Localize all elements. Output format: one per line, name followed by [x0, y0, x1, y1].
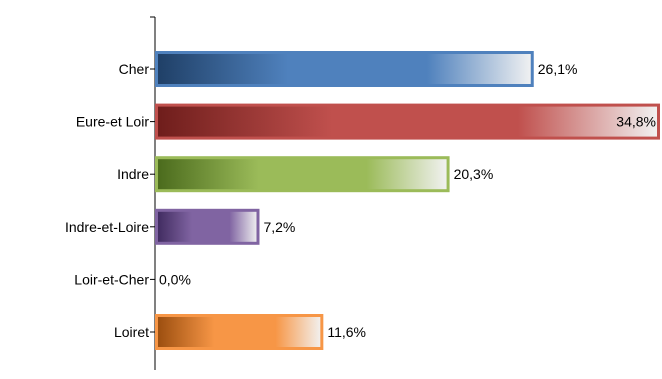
value-label-cher: 26,1%: [538, 61, 578, 77]
bar-loiret: [155, 314, 324, 350]
bar-cher: [155, 51, 534, 87]
category-label-loir-et-cher: Loir-et-Cher: [74, 271, 149, 287]
category-label-indre: Indre: [117, 166, 149, 182]
category-label-indre-et-loire: Indre-et-Loire: [65, 219, 149, 235]
bar-eure-et-loir: [155, 103, 660, 140]
category-label-eure-et-loir: Eure-et Loir: [76, 114, 149, 130]
bars-layer: Cher 26,1% Eure-et Loir 34,8% Indre 20,3% Indr…: [65, 51, 660, 350]
bar-indre: [155, 156, 450, 193]
value-label-loiret: 11,6%: [327, 324, 366, 340]
value-label-indre-et-loire: 7,2%: [263, 219, 295, 235]
value-label-loir-et-cher: 0,0%: [159, 271, 191, 287]
bar-indre-et-loire: [155, 208, 260, 245]
category-label-cher: Cher: [119, 61, 150, 77]
value-label-indre: 20,3%: [454, 166, 494, 182]
value-label-eure-et-loir: 34,8%: [616, 114, 656, 130]
category-label-loiret: Loiret: [114, 324, 149, 340]
